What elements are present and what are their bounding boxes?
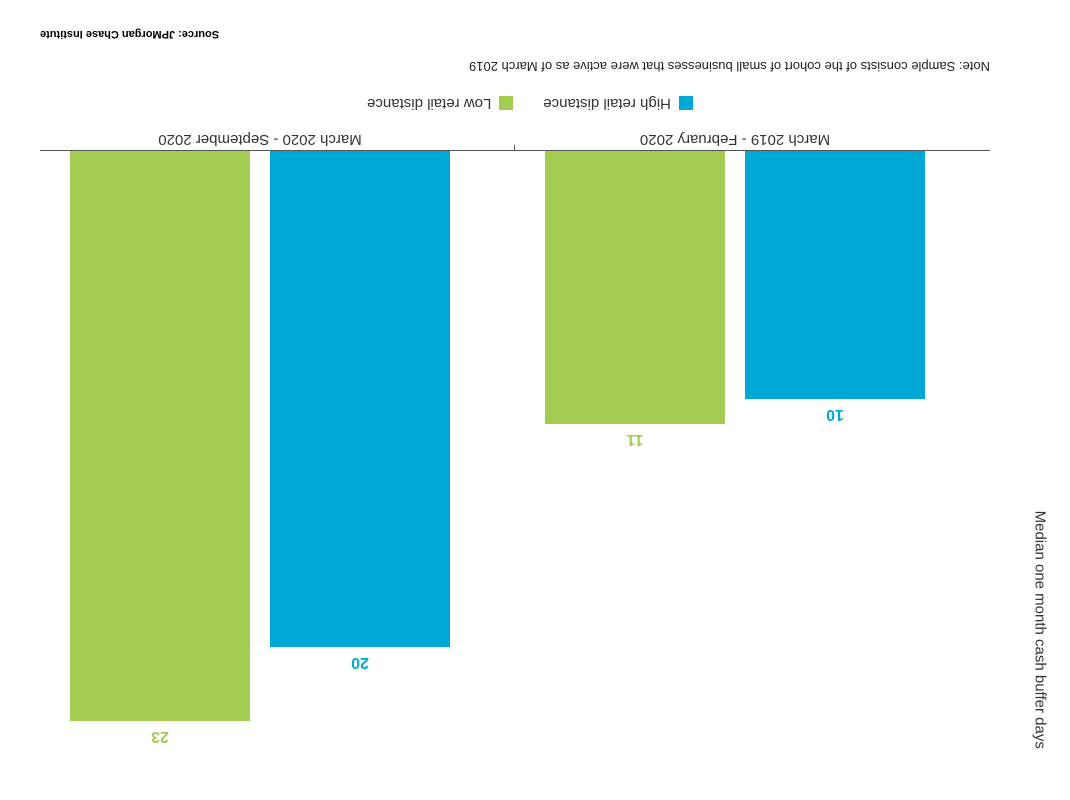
plot-area: 10112023 [40, 150, 990, 770]
legend-item-high: High retail distance [543, 95, 693, 112]
bar-column: 23 [70, 151, 250, 745]
legend-swatch-low [499, 97, 513, 111]
bar [745, 151, 925, 399]
legend-label-high: High retail distance [543, 95, 671, 112]
bar-group: 10 11 [520, 151, 950, 448]
bar-column: 20 [270, 151, 450, 671]
legend-item-low: Low retail distance [367, 95, 513, 112]
footnote: Note: Sample consists of the cohort of s… [469, 59, 990, 74]
legend: High retail distance Low retail distance [30, 95, 1030, 112]
bar-group: 2023 [45, 151, 475, 745]
bar-value-label: 20 [351, 653, 369, 671]
bar [270, 151, 450, 647]
bar-column: 10 [745, 151, 925, 423]
y-axis-label: Median one month cash buffer days [1032, 511, 1049, 749]
source-attribution: Source: JPMorgan Chase Institute [40, 28, 219, 40]
x-tick-label: March 2020 - September 2020 [45, 131, 475, 148]
x-tick-label: March 2019 - February 2020 [520, 131, 950, 148]
legend-swatch-high [679, 97, 693, 111]
bar [545, 151, 725, 424]
axis-tick [514, 145, 515, 151]
bar-value-label: 23 [151, 727, 169, 745]
bar-column: 11 [545, 151, 725, 448]
bar-value-label: 11 [627, 430, 644, 448]
legend-label-low: Low retail distance [367, 95, 491, 112]
chart-container: Median one month cash buffer days 101120… [30, 20, 1030, 780]
bar [70, 151, 250, 721]
bar-value-label: 10 [826, 405, 844, 423]
